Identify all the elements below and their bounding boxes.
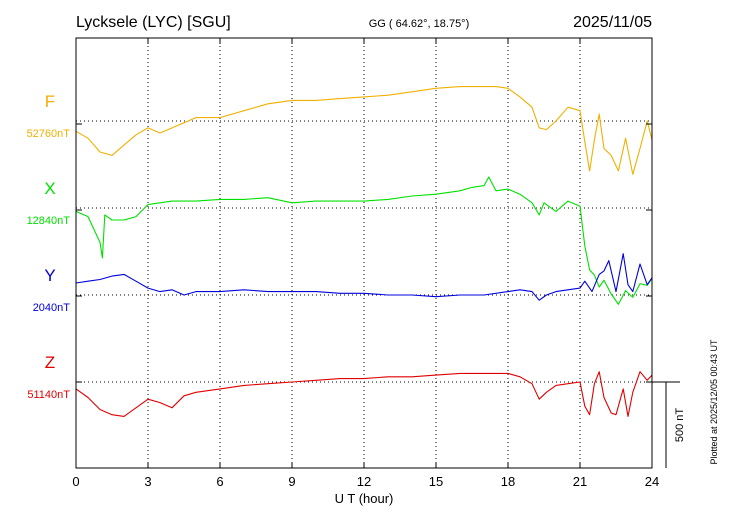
series-z-baseline-label: 51140nT — [27, 389, 70, 401]
x-tick-label: 24 — [645, 474, 659, 489]
series-f-line — [75, 86, 653, 175]
series-f-name: F — [45, 92, 55, 111]
x-tick-label: 0 — [72, 474, 79, 489]
series-z-name: Z — [45, 353, 55, 372]
series-x-line — [75, 176, 653, 305]
scale-bar: 500 nT — [652, 381, 686, 468]
series-f-baseline-label: 52760nT — [27, 128, 71, 140]
plotted-timestamp: Plotted at 2025/12/05 00:43 UT — [709, 339, 719, 465]
coordinates-label: GG ( 64.62°, 18.75°) — [369, 18, 470, 30]
x-tick-label: 6 — [216, 474, 223, 489]
series-layer — [75, 86, 653, 417]
series-z-line — [75, 371, 653, 417]
series-x-baseline-label: 12840nT — [27, 215, 71, 227]
x-tick-label: 15 — [429, 474, 443, 489]
series-y-line — [75, 253, 653, 301]
x-tick-label: 12 — [357, 474, 371, 489]
x-tick-label: 21 — [573, 474, 587, 489]
series-x-name: X — [44, 179, 55, 198]
series-labels: F 52760nT X 12840nT Y 2040nT Z 51140nT — [27, 92, 71, 401]
x-axis-label: U T (hour) — [335, 491, 394, 506]
scale-bar-label: 500 nT — [674, 408, 686, 443]
x-tick-label: 18 — [501, 474, 515, 489]
x-tick-label: 9 — [288, 474, 295, 489]
date-label: 2025/11/05 — [573, 14, 652, 31]
series-y-name: Y — [44, 266, 55, 285]
x-tick-label: 3 — [144, 474, 151, 489]
series-y-baseline-label: 2040nT — [33, 302, 71, 314]
x-ticks: 0 3 6 9 12 15 18 21 24 — [72, 37, 659, 489]
station-title: Lycksele (LYC) [SGU] — [76, 14, 231, 31]
